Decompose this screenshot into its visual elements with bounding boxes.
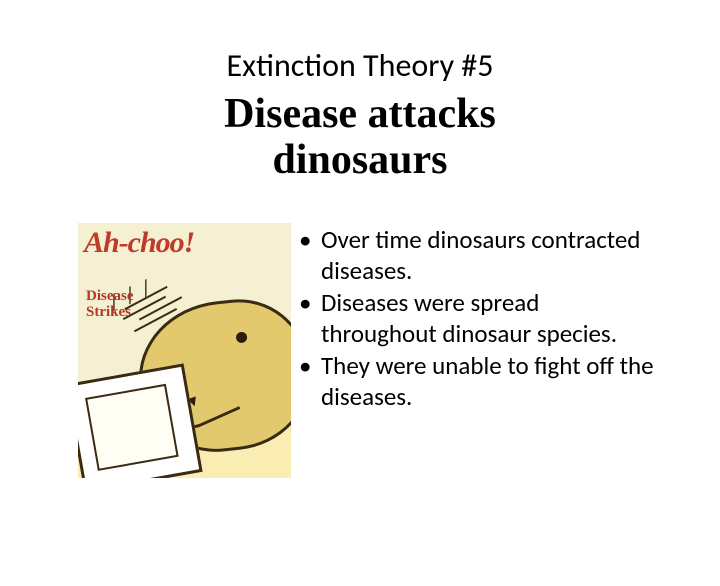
content-row: ▾▾▾▾ / / / Ah-choo! Disease Strikes Over… — [78, 223, 660, 478]
bullet-item: Diseases were spread throughout dinosaur… — [299, 288, 660, 349]
illustration-headline: Ah-choo! — [84, 229, 194, 256]
slide-heading: Extinction Theory #5 — [0, 46, 720, 85]
main-title: Disease attacks dinosaurs — [0, 91, 720, 183]
dinosaur-eye — [236, 331, 248, 343]
tissue — [78, 363, 203, 478]
bullet-item: Over time dinosaurs contracted diseases. — [299, 225, 660, 286]
bullet-list: Over time dinosaurs contracted diseases.… — [299, 225, 660, 478]
illustration-subhead-line-2: Strikes — [86, 304, 131, 320]
illustration-subhead-line-1: Disease — [86, 288, 134, 304]
title-line-2: dinosaurs — [0, 137, 720, 183]
illustration-subhead: Disease Strikes — [86, 289, 134, 321]
illustration: ▾▾▾▾ / / / Ah-choo! Disease Strikes — [78, 223, 291, 478]
bullet-item: They were unable to fight off the diseas… — [299, 351, 660, 412]
title-line-1: Disease attacks — [224, 91, 496, 137]
